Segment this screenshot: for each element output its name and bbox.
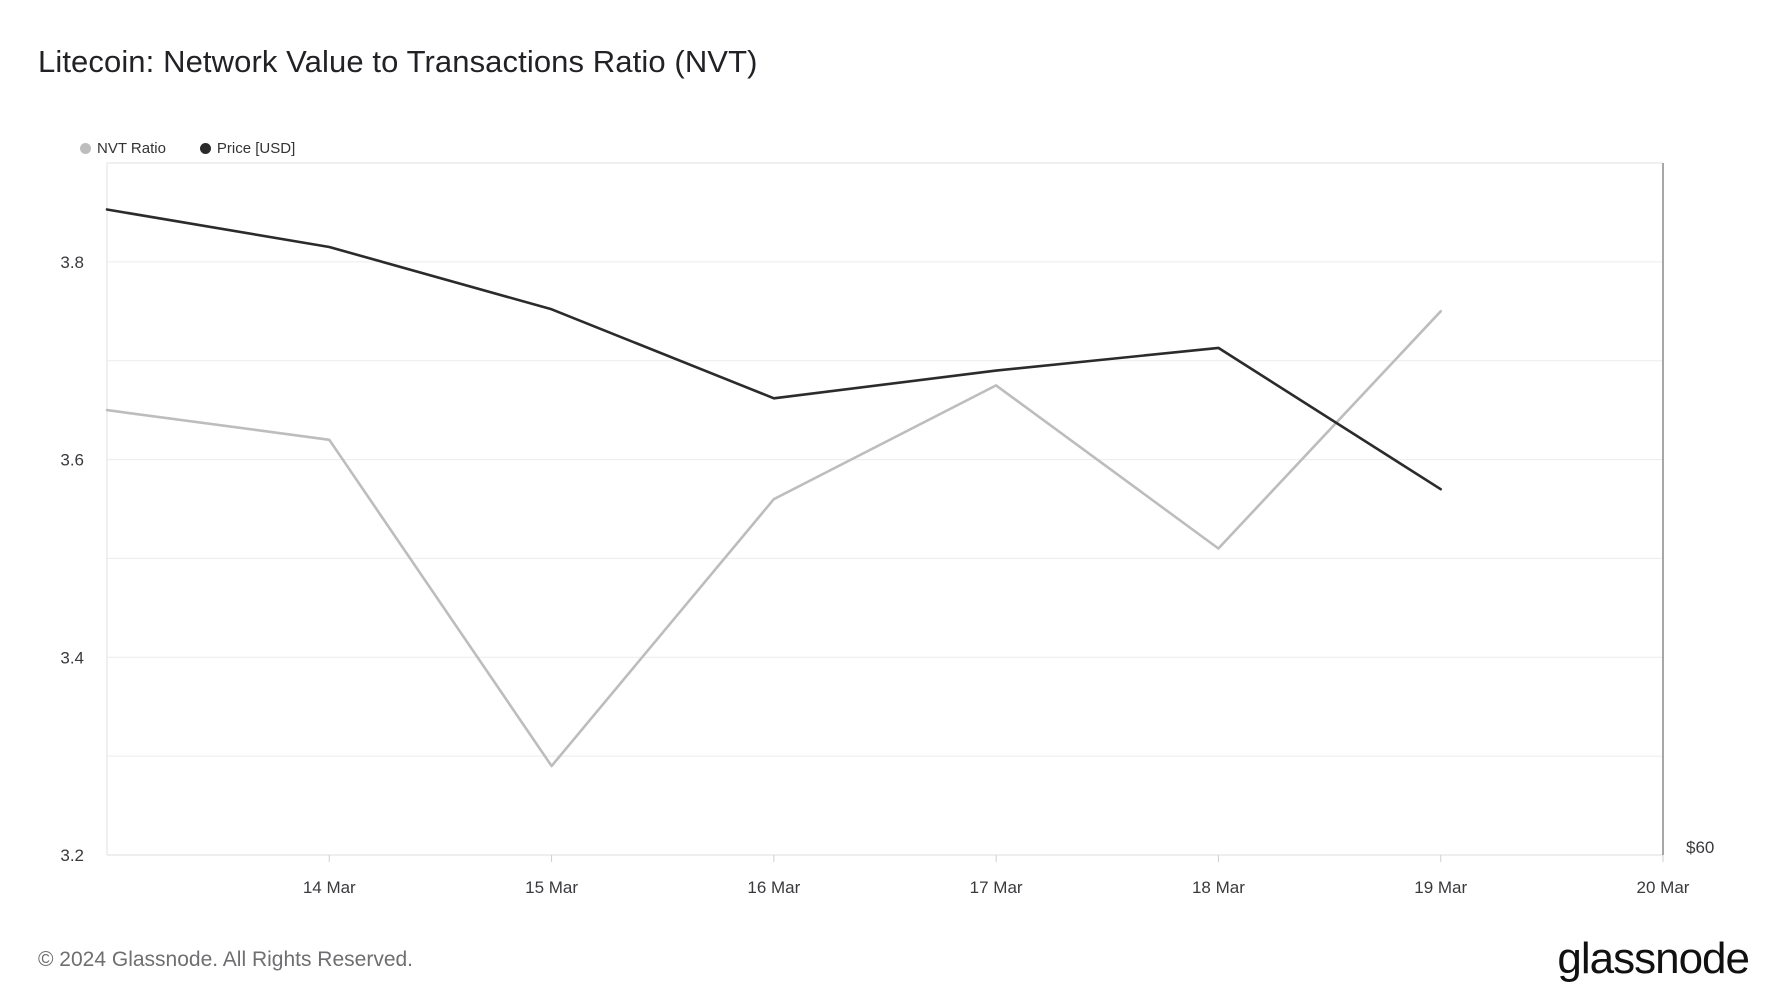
glassnode-logo: glassnode bbox=[1557, 934, 1750, 983]
legend-dot-price bbox=[199, 143, 211, 154]
legend-item-price[interactable]: Price [USD] bbox=[199, 140, 296, 157]
x-tick-label: 18 Mar bbox=[1192, 878, 1245, 897]
y-tick-label: 3.2 bbox=[60, 846, 84, 865]
y-tick-label: 3.8 bbox=[60, 253, 84, 272]
x-tick-label: 14 Mar bbox=[303, 878, 356, 897]
legend-item-nvt[interactable]: NVT Ratio bbox=[80, 140, 166, 157]
x-tick-label: 17 Mar bbox=[970, 878, 1023, 897]
legend-label-price: Price [USD] bbox=[216, 140, 296, 157]
x-tick-label: 20 Mar bbox=[1637, 878, 1690, 897]
y-tick-label: 3.6 bbox=[60, 451, 84, 470]
legend-dot-nvt bbox=[80, 143, 91, 154]
x-tick-label: 15 Mar bbox=[525, 878, 578, 897]
x-tick-label: 16 Mar bbox=[747, 878, 800, 897]
y-tick-label: 3.4 bbox=[60, 648, 84, 667]
legend-label-nvt: NVT Ratio bbox=[97, 140, 166, 157]
copyright-text: © 2024 Glassnode. All Rights Reserved. bbox=[38, 948, 414, 971]
x-tick-label: 19 Mar bbox=[1414, 878, 1467, 897]
chart-legend: NVT Ratio Price [USD] bbox=[80, 140, 295, 157]
chart-title: Litecoin: Network Value to Transactions … bbox=[38, 44, 758, 79]
nvt-ratio-line bbox=[105, 309, 1442, 768]
price-line bbox=[105, 208, 1442, 491]
y-right-tick-label: $60 bbox=[1686, 838, 1714, 857]
